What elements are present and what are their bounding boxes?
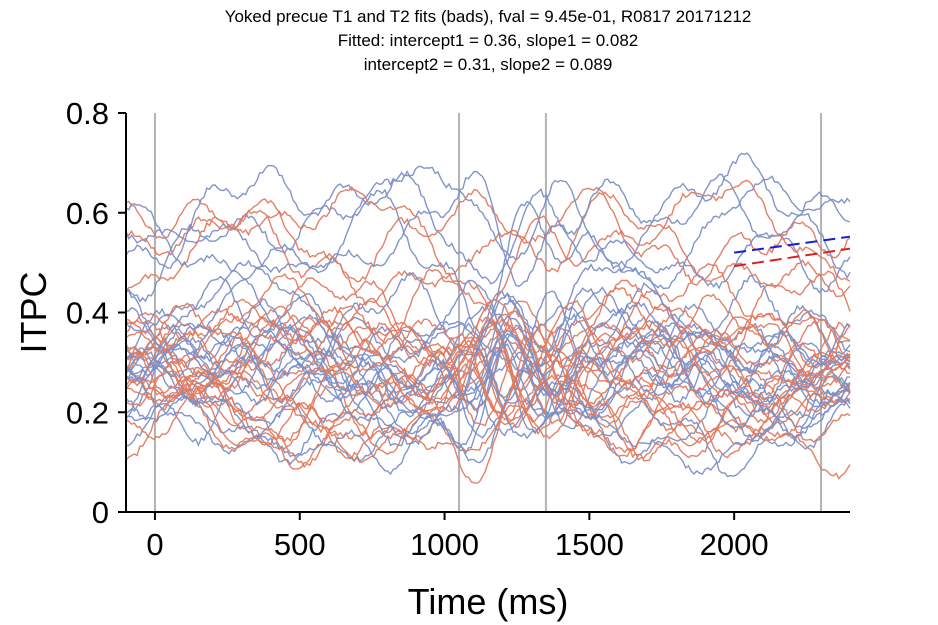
trace-line xyxy=(125,271,851,402)
fit-line-1 xyxy=(734,235,851,254)
trace-line xyxy=(125,322,851,430)
trace-line xyxy=(125,278,851,408)
x-axis-label: Time (ms) xyxy=(408,581,569,622)
x-tick-label: 500 xyxy=(274,527,326,562)
trace-line xyxy=(125,329,851,446)
y-tick-label: 0.2 xyxy=(66,395,109,430)
x-ticks: 0 500 1000 1500 2000 xyxy=(146,512,769,562)
fit-line-2 xyxy=(734,247,851,268)
trace-line xyxy=(125,313,851,411)
y-tick-label: 0.8 xyxy=(66,96,109,131)
trace-line xyxy=(125,275,851,401)
trace-line xyxy=(125,179,851,306)
x-tick-label: 1000 xyxy=(410,527,479,562)
trace-line xyxy=(125,165,851,290)
trace-line xyxy=(125,318,851,459)
fit-lines xyxy=(734,235,851,268)
trace-line xyxy=(125,273,851,369)
trace-line xyxy=(125,299,851,403)
y-tick-label: 0.4 xyxy=(66,296,109,331)
trace-line xyxy=(125,279,851,399)
title-line-3: intercept2 = 0.31, slope2 = 0.089 xyxy=(363,55,613,74)
y-axis-label: ITPC xyxy=(13,271,54,353)
trace-line xyxy=(125,170,851,290)
x-tick-label: 1500 xyxy=(555,527,624,562)
chart-title: Yoked precue T1 and T2 fits (bads), fval… xyxy=(0,5,938,77)
title-line-2: Fitted: intercept1 = 0.36, slope1 = 0.08… xyxy=(337,31,639,50)
trace-line xyxy=(125,334,851,447)
x-tick-label: 0 xyxy=(146,527,163,562)
trace-line xyxy=(125,152,851,285)
trace-line xyxy=(125,347,851,460)
trace-line xyxy=(125,287,850,409)
itpc-traces xyxy=(125,152,851,484)
y-tick-label: 0 xyxy=(92,495,109,530)
y-tick-label: 0.6 xyxy=(66,196,109,231)
trace-line xyxy=(125,363,850,466)
trace-line xyxy=(125,355,851,454)
trace-line xyxy=(125,342,851,449)
trace-line xyxy=(125,191,851,307)
x-tick-label: 2000 xyxy=(700,527,769,562)
trace-line xyxy=(125,312,851,405)
y-ticks: 0 0.2 0.4 0.6 0.8 xyxy=(66,96,126,530)
title-line-1: Yoked precue T1 and T2 fits (bads), fval… xyxy=(224,7,752,26)
